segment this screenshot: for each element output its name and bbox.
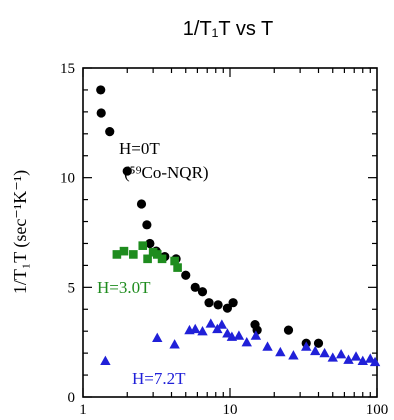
data-point-triangle [233,330,245,340]
y-tick-label: 10 [60,171,75,187]
data-point-circle [105,127,115,137]
data-point-circle [204,298,214,308]
data-point-triangle [350,351,362,361]
data-point-triangle [100,355,111,365]
y-tick-label: 15 [60,61,75,77]
data-point-triangle [262,341,273,351]
axis-tick-labels: 1 10 100 0 5 10 15 [60,61,388,418]
data-point-triangle [365,353,376,363]
data-point-triangle [343,354,354,364]
data-point-triangle [205,318,216,328]
data-point-triangle [335,349,347,359]
data-point-triangle [327,352,338,362]
data-point-circle [213,300,223,310]
data-point-circle [96,85,106,95]
data-point-triangle [250,330,262,340]
data-point-triangle [369,356,381,367]
data-point-circle [136,199,147,209]
axis-ticks [82,67,378,398]
y-axis-label: 1/T₁T (sec⁻¹K⁻¹) [10,170,31,294]
data-point-triangle [310,345,321,356]
data-point-circle [228,298,238,308]
data-point-circle [222,303,232,313]
data-point-square [143,254,152,264]
data-point-triangle [319,347,330,358]
data-point-square [138,241,148,250]
data-point-square [173,263,182,272]
series-h-7-2t [100,318,381,367]
data-point-triangle [288,350,299,360]
annotation-co-nqr: (⁵⁹Co-NQR) [124,163,209,182]
data-point-circle [313,338,324,348]
data-point-square [129,250,138,259]
data-point-circle [190,282,200,292]
data-point-circle [96,108,106,118]
series-h-0t [96,85,324,348]
data-point-circle [142,220,152,230]
data-point-circle [283,325,294,335]
data-point-circle [145,238,155,249]
chart-title: 1/T₁T vs T [183,18,273,40]
data-point-triangle [301,341,312,351]
data-point-triangle [241,336,252,347]
data-point-square [152,250,162,259]
data-point-square [157,254,167,264]
series-h-3-0t [112,241,182,272]
data-point-triangle [275,346,286,357]
data-point-triangle [152,332,163,342]
data-point-square [119,246,129,256]
annotation-h0t: H=0T [119,139,160,158]
data-point-circle [122,166,132,176]
data-point-square [170,256,179,266]
x-tick-label: 1 [79,402,87,418]
data-point-square [112,250,122,259]
data-point-triangle [190,323,201,334]
annotation-h72t: H=7.2T [132,369,186,388]
data-point-triangle [216,319,228,329]
data-point-triangle [197,326,208,336]
data-point-triangle [169,339,180,349]
data-point-circle [181,270,191,280]
data-point-circle [197,287,208,297]
data-points [96,85,381,367]
x-tick-label: 100 [366,402,389,418]
plot-frame [82,67,378,398]
annotation-h3t: H=3.0T [97,278,151,297]
y-tick-label: 5 [68,280,76,296]
y-tick-label: 0 [68,390,76,406]
x-tick-label: 10 [223,402,238,418]
y-axis-label-group: 1/T₁T (sec⁻¹K⁻¹) [10,170,31,294]
